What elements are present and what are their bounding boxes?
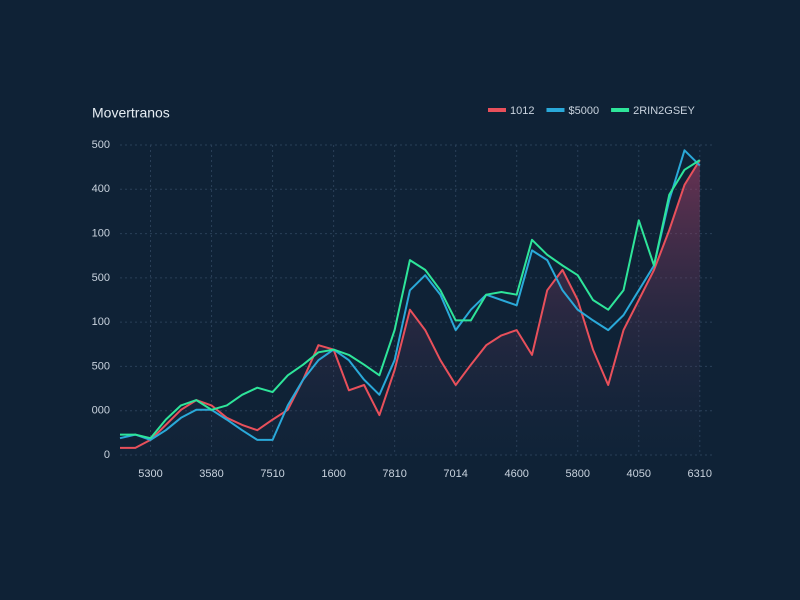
x-tick-label: 5300 xyxy=(138,468,162,480)
y-tick-label: 100 xyxy=(92,316,110,328)
chart-title: Movertranos xyxy=(92,105,170,121)
legend-label: 1012 xyxy=(510,105,534,117)
x-tick-label: 1600 xyxy=(321,468,345,480)
x-tick-label: 5800 xyxy=(565,468,589,480)
y-tick-label: 0 xyxy=(104,449,110,461)
y-tick-label: 400 xyxy=(92,183,110,195)
series-line xyxy=(120,159,701,440)
y-tick-label: 000 xyxy=(92,405,110,417)
x-tick-label: 7810 xyxy=(382,468,406,480)
y-tick-label: 500 xyxy=(92,272,110,284)
x-tick-label: 7510 xyxy=(260,468,284,480)
legend-label: 2RIN2GSEY xyxy=(633,105,695,117)
x-tick-label: 3580 xyxy=(199,468,223,480)
x-tick-label: 7014 xyxy=(443,468,467,480)
series-line xyxy=(120,159,701,449)
y-tick-label: 500 xyxy=(92,360,110,372)
x-tick-label: 6310 xyxy=(688,468,712,480)
area xyxy=(120,160,700,455)
x-tick-label: 4050 xyxy=(627,468,651,480)
legend-label: $5000 xyxy=(568,105,599,117)
x-tick-label: 4600 xyxy=(504,468,528,480)
series-line xyxy=(119,149,701,441)
y-tick-label: 100 xyxy=(92,227,110,239)
y-tick-label: 500 xyxy=(92,139,110,151)
